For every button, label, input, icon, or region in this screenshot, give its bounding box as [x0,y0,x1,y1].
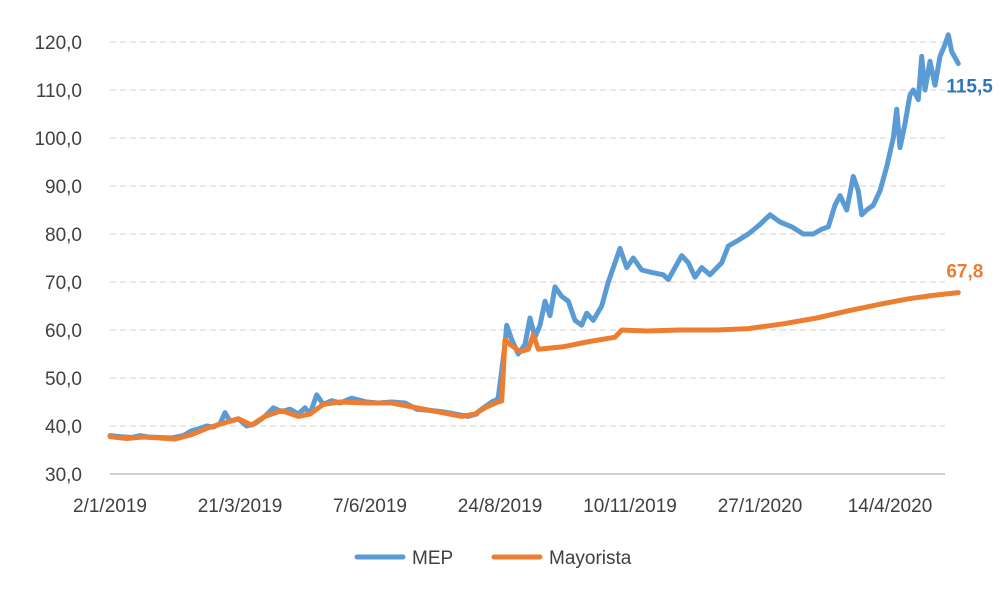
x-tick-label: 14/4/2020 [848,496,933,517]
y-tick-label: 70,0 [45,273,82,294]
y-tick-label: 90,0 [45,177,82,198]
legend: MEP Mayorista [354,548,632,569]
series-lines [107,32,961,442]
x-tick-label: 21/3/2019 [198,496,283,517]
series-line-mep [107,32,961,441]
x-tick-label: 24/8/2019 [458,496,543,517]
x-tick-label: 10/11/2019 [583,496,677,517]
y-tick-label: 120,0 [34,33,82,54]
legend-label-mep: MEP [412,548,453,569]
y-tick-label: 100,0 [34,129,82,150]
series-line-mayorista [107,290,961,442]
end-label-mayorista: 67,8 [946,262,983,283]
tick-labels: 30,0 40,0 50,0 60,0 70,0 80,0 90,0 100,0 110,0 12… [34,33,932,517]
y-tick-label: 30,0 [45,465,82,486]
y-tick-label: 60,0 [45,321,82,342]
end-labels: 115,5 67,8 [946,77,993,283]
y-tick-label: 50,0 [45,369,82,390]
gridlines [110,41,945,475]
y-tick-label: 110,0 [36,81,82,102]
legend-label-mayorista: Mayorista [549,548,632,569]
x-tick-label: 7/6/2019 [333,496,407,517]
x-tick-label: 27/1/2020 [718,496,803,517]
y-tick-label: 40,0 [45,417,82,438]
end-label-mep: 115,5 [946,77,993,98]
x-tick-label: 2/1/2019 [73,496,147,517]
y-tick-label: 80,0 [45,225,82,246]
